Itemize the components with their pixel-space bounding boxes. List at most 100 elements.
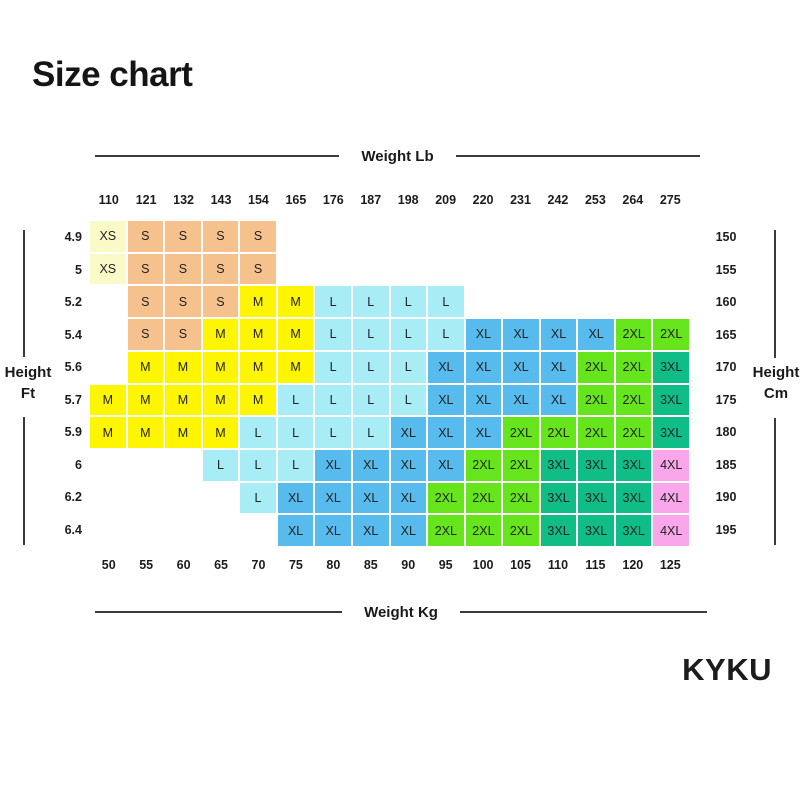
size-cell: XL — [503, 351, 539, 383]
empty-cell — [391, 221, 427, 252]
weight-kg-tick: 125 — [659, 558, 681, 572]
size-cell: L — [352, 319, 389, 350]
size-cell: XS — [90, 253, 126, 285]
weight-kg-tick: 120 — [622, 558, 644, 572]
weight-kg-tick: 75 — [288, 558, 303, 572]
size-cell: L — [352, 384, 389, 416]
size-cell: 3XL — [578, 482, 614, 514]
weight-kg-tick: 105 — [510, 558, 531, 572]
size-cell: 2XL — [428, 515, 464, 546]
size-cell: M — [240, 351, 276, 383]
empty-cell — [165, 483, 201, 514]
size-cell: XL — [540, 384, 577, 416]
weight-kg-tick: 85 — [363, 558, 378, 572]
weight-lb-tick: 176 — [322, 193, 344, 207]
size-cell: XL — [540, 319, 577, 350]
empty-cell — [578, 286, 614, 317]
size-cell: M — [127, 417, 164, 448]
size-cell: S — [127, 253, 164, 285]
empty-cell — [278, 221, 314, 252]
weight-lb-tick: 242 — [547, 193, 569, 207]
size-cell: S — [165, 253, 201, 285]
height-cm-tick: 155 — [715, 262, 737, 277]
empty-cell — [503, 254, 539, 285]
size-cell: M — [165, 384, 201, 416]
weight-kg-tick-row: 50 55 60 65 70 75 80 85 90 95 100 105 110 115 120 125 — [90, 558, 689, 572]
size-cell: L — [315, 351, 351, 383]
size-cell: 2XL — [578, 417, 614, 448]
size-cell: XL — [390, 515, 427, 546]
size-cell: 2XL — [578, 384, 614, 416]
size-cell: L — [277, 417, 314, 448]
size-cell: XL — [315, 515, 351, 546]
size-cell: S — [127, 286, 164, 318]
size-cell: S — [202, 253, 239, 285]
weight-lb-axis-label: Weight Lb — [361, 147, 434, 165]
size-cell: L — [352, 417, 389, 448]
size-cell: M — [240, 286, 276, 318]
height-cm-axis-word2: Cm — [763, 385, 789, 402]
weight-lb-tick: 198 — [397, 193, 419, 207]
size-cell: XL — [277, 515, 314, 546]
empty-cell — [203, 483, 239, 514]
height-cm-tick: 190 — [715, 490, 737, 505]
size-cell: L — [277, 449, 314, 481]
empty-cell — [128, 450, 164, 481]
brand-logo: KYKU — [682, 652, 772, 687]
height-cm-tick: 160 — [715, 295, 737, 310]
height-ft-tick: 6.4 — [64, 522, 82, 537]
empty-cell — [353, 221, 389, 252]
size-cell: XL — [352, 482, 389, 514]
height-cm-axis-rule-top — [774, 230, 776, 358]
size-cell: L — [390, 286, 427, 318]
size-cell: 2XL — [465, 449, 502, 481]
size-cell: M — [165, 351, 201, 383]
empty-cell — [653, 286, 689, 317]
size-cell: 3XL — [653, 384, 689, 416]
height-cm-tick: 165 — [715, 327, 737, 342]
weight-kg-tick: 95 — [438, 558, 453, 572]
size-cell: S — [165, 319, 201, 350]
size-cell: 2XL — [503, 449, 539, 481]
weight-lb-tick: 209 — [435, 193, 457, 207]
size-cell: 4XL — [653, 449, 689, 481]
size-cell: 3XL — [540, 515, 577, 546]
weight-lb-tick: 132 — [173, 193, 195, 207]
height-ft-axis-rule-top — [23, 230, 25, 357]
size-cell: S — [240, 253, 276, 285]
size-cell: 2XL — [503, 482, 539, 514]
height-ft-tick: 5.4 — [64, 327, 82, 342]
weight-lb-tick: 143 — [210, 193, 232, 207]
height-cm-tick-column: 150 155 160 165 170 175 180 185 190 195 — [704, 221, 748, 546]
weight-kg-tick: 80 — [326, 558, 341, 572]
height-ft-axis-word2: Ft — [20, 385, 36, 402]
size-cell: M — [165, 417, 201, 448]
empty-cell — [653, 254, 689, 285]
size-cell: XL — [352, 515, 389, 546]
axis-rule-right — [459, 611, 708, 613]
axis-rule-left — [95, 611, 343, 613]
height-cm-tick: 170 — [715, 360, 737, 375]
empty-cell — [128, 515, 164, 546]
weight-lb-tick: 264 — [622, 193, 644, 207]
size-cell: L — [240, 449, 276, 481]
size-cell: XL — [428, 417, 464, 448]
empty-cell — [203, 515, 239, 546]
size-cell: 3XL — [653, 351, 689, 383]
size-cell: XL — [503, 319, 539, 350]
weight-lb-tick: 154 — [248, 193, 269, 207]
size-cell: M — [202, 417, 239, 448]
size-cell: 3XL — [578, 449, 614, 481]
size-cell: 3XL — [540, 482, 577, 514]
size-cell: XL — [390, 417, 427, 448]
height-ft-axis-rule-bottom — [23, 417, 25, 545]
size-cell: 3XL — [540, 449, 577, 481]
height-ft-tick: 5.9 — [64, 425, 82, 440]
weight-lb-tick: 110 — [98, 193, 119, 207]
size-chart-grid: XS S S S S XS S S S S S S S M M L L L L S S M M M L L L L XL XL XL XL 2X… — [90, 221, 689, 546]
size-cell: XL — [465, 351, 502, 383]
size-cell: 2XL — [540, 417, 577, 448]
size-cell: S — [165, 286, 201, 318]
empty-cell — [503, 286, 539, 317]
weight-lb-tick-row: 110 121 132 143 154 165 176 187 198 209 220 231 242 2… — [90, 193, 689, 207]
